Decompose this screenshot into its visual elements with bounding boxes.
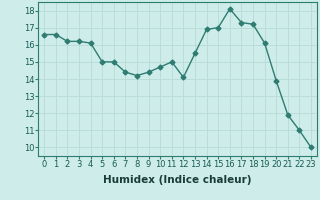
X-axis label: Humidex (Indice chaleur): Humidex (Indice chaleur): [103, 175, 252, 185]
